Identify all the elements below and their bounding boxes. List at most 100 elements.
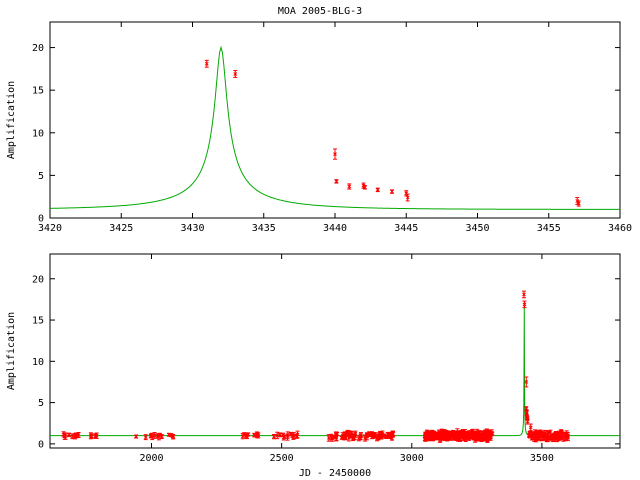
plot-frame [49,253,621,449]
data-point [347,183,352,190]
baseline-point [369,432,374,440]
data-point [390,189,394,194]
data-point [375,187,380,193]
baseline-point [155,433,160,439]
data-point [528,423,533,432]
x-tick-label: 3430 [180,223,204,234]
baseline-point [455,432,460,441]
data-point [362,185,367,190]
x-tick-label: 3425 [109,223,133,234]
y-tick-label: 20 [32,274,44,285]
chart-title: MOA 2005-BLG-3 [277,6,363,17]
baseline-point [246,432,251,437]
data-point [521,290,526,299]
x-tick-label: 3460 [608,223,632,234]
baseline-point [74,433,79,439]
baseline-point [255,433,260,439]
model-curve [50,45,620,210]
baseline-point [434,434,439,439]
x-tick-label: 3420 [38,223,62,234]
y-tick-label: 15 [32,316,44,327]
top-panel: 3420 3425 3430 3435 3440 3445 3450 3455 3460 0 5 10… [6,21,632,234]
baseline-point [554,436,559,441]
baseline-point [536,430,541,438]
baseline-point [382,433,387,438]
x-tick-label: 3435 [252,223,276,234]
data-point [524,376,529,388]
baseline-point [468,434,473,439]
plot-frame [49,21,621,219]
x-tick-label: 3450 [465,223,489,234]
baseline-point [271,433,276,440]
model-curve [50,305,620,437]
baseline-point [444,430,449,436]
x-tick-label: 3440 [323,223,347,234]
baseline-point [326,434,331,442]
y-tick-label: 5 [38,398,44,409]
baseline-point [275,431,280,440]
data-point [334,179,339,184]
baseline-point [565,432,570,439]
x-tick-label: 3455 [537,223,561,234]
baseline-point [332,435,337,440]
baseline-point [481,430,486,435]
baseline-point [390,430,395,438]
data-point [333,148,337,160]
baseline-point [447,436,452,441]
y-tick-label: 5 [38,171,44,182]
data-point [233,70,238,78]
baseline-point [285,433,290,441]
baseline-point [63,432,68,440]
baseline-point [240,433,245,440]
baseline-point [66,432,71,438]
y-tick-label: 10 [32,128,44,139]
baseline-point [347,430,352,437]
y-tick-label: 10 [32,357,44,368]
baseline-point [364,432,369,439]
baseline-point [169,433,174,438]
baseline-point [294,433,299,439]
baseline-point [458,433,463,442]
x-tick-label: 3500 [530,453,554,464]
baseline-point [93,433,98,439]
x-tick-label: 3445 [394,223,418,234]
data-point [204,59,209,68]
baseline-point [378,430,383,438]
baseline-point [386,433,391,439]
baseline-point [540,431,545,437]
baseline-point [143,434,148,441]
baseline-point [552,432,557,438]
baseline-point [88,432,93,440]
y-axis-label: Amplification [6,312,17,390]
baseline-point [478,434,483,439]
baseline-point [362,434,367,442]
y-tick-label: 0 [38,214,44,225]
data-point [405,193,410,202]
baseline-point [530,433,535,438]
y-tick-label: 15 [32,86,44,97]
baseline-point [428,433,433,438]
y-axis-label: Amplification [6,81,17,159]
x-axis-label: JD - 2450000 [299,468,371,479]
y-tick-label: 0 [38,439,44,450]
baseline-point [281,434,286,441]
baseline-point [546,430,551,435]
x-tick-label: 2500 [270,453,294,464]
baseline-point [343,435,348,440]
baseline-point [426,432,431,438]
baseline-point [544,435,549,442]
baseline-point [559,429,564,437]
baseline-point [353,430,358,437]
bottom-panel: 2000 2500 3000 3500 0 5 10 15 20 Amplification JD … [6,253,621,479]
data-point [576,200,581,207]
x-tick-label: 3000 [400,453,424,464]
baseline-point [448,430,453,435]
baseline-point [134,434,139,439]
x-tick-label: 2000 [139,453,163,464]
baseline-point [159,433,164,440]
baseline-point [487,431,492,437]
baseline-point [152,432,157,439]
data-point [522,300,527,309]
y-tick-label: 20 [32,43,44,54]
